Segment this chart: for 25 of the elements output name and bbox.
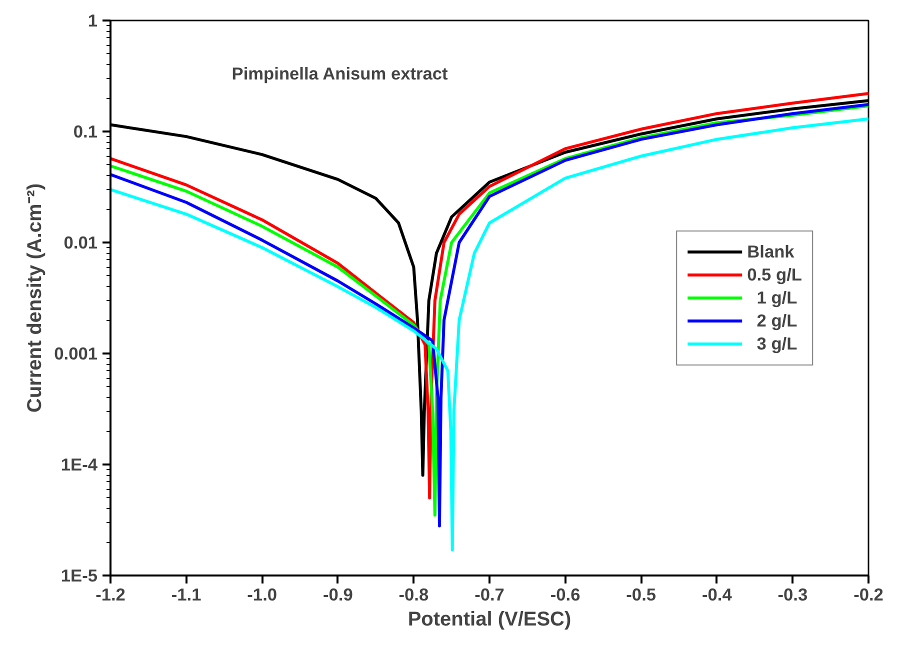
x-tick-label: -0.8 [398,584,429,604]
legend-label: 2 g/L [756,310,798,331]
x-axis-title: Potential (V/ESC) [408,608,572,630]
x-tick-label: -0.2 [854,584,884,604]
legend-label: 1 g/L [756,287,798,308]
legend-label: 3 g/L [756,333,798,354]
y-tick-label: 0.01 [64,232,98,252]
y-tick-label: 1E-4 [60,454,98,474]
x-tick-label: -0.3 [778,584,808,604]
y-tick-label: 0.1 [73,122,98,142]
x-tick-label: -0.5 [626,584,656,604]
y-tick-label: 1 [88,10,98,30]
y-axis-title: Current density (A.cm⁻²) [24,183,46,413]
x-tick-label: -0.4 [702,584,732,604]
x-tick-label: -1.1 [171,584,202,604]
x-tick-label: -1.0 [247,584,278,604]
legend-label: Blank [747,241,794,262]
text: Pimpinella Anisum extract [232,64,448,84]
y-tick-label: 1E-5 [60,566,98,586]
y-tick-label: 0.001 [54,344,98,364]
x-tick-label: -0.9 [322,584,353,604]
x-tick-label: -1.2 [96,584,126,604]
x-tick-label: -0.6 [550,584,581,604]
legend-label: 0.5 g/L [747,264,802,285]
x-tick-label: -0.7 [474,584,504,604]
